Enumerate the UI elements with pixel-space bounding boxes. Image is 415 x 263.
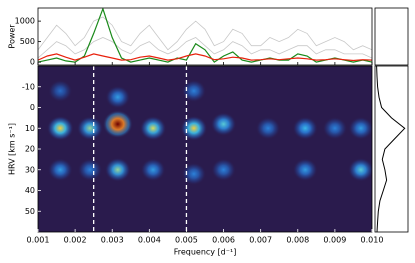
x-tick-label: 0.005	[175, 236, 198, 245]
profile-line	[376, 65, 406, 233]
heat-blob	[348, 116, 372, 140]
heat-blob	[46, 115, 74, 141]
heat-blob	[139, 116, 167, 141]
x-tick-label: 0.007	[249, 236, 272, 245]
y-tick-label: -10	[22, 82, 35, 91]
heat-blob	[105, 85, 131, 109]
x-tick-label: 0.003	[101, 236, 124, 245]
empty-panel	[374, 7, 409, 66]
heat-blob	[76, 116, 103, 141]
heat-blob	[48, 79, 73, 102]
y-tick-label: 10	[25, 124, 35, 133]
heat-blob	[180, 115, 208, 141]
heat-blob	[140, 158, 166, 182]
x-tick-label: 0.008	[286, 236, 309, 245]
heat-blob	[102, 110, 133, 139]
heat-blob	[181, 79, 207, 103]
power-line	[38, 37, 372, 59]
heat-blob	[348, 157, 372, 182]
x-tick-label: 0.004	[138, 236, 161, 245]
heat-blob	[181, 162, 207, 186]
x-tick-label: 0.006	[212, 236, 235, 245]
x-tick-label: 0.001	[27, 236, 50, 245]
power-line	[38, 16, 372, 51]
heat-blob	[322, 117, 348, 140]
heat-blob	[292, 116, 318, 140]
y-tick-label: 50	[25, 207, 35, 216]
y-tick-label: 0	[30, 103, 35, 112]
heat-blob	[211, 158, 236, 181]
y-tick-label: 0	[30, 58, 35, 67]
panel-frame	[374, 65, 409, 233]
y-tick-label: 30	[25, 165, 35, 174]
x-tick-label: 0.010	[361, 236, 384, 245]
x-tick-label: 0.009	[323, 236, 346, 245]
heat-blob	[210, 112, 237, 136]
power-line	[38, 8, 372, 63]
y-axis-label: Power	[8, 24, 17, 49]
heat-blob	[292, 158, 318, 182]
x-axis-label: Frequency [d⁻¹]	[174, 248, 237, 257]
y-tick-label: 1000	[15, 17, 35, 26]
y-axis-label: HRV [km s⁻¹]	[8, 123, 17, 175]
panel-frame	[37, 7, 373, 66]
heat-blob	[104, 157, 131, 182]
heat-blob	[47, 158, 73, 182]
y-tick-label: 500	[20, 37, 35, 46]
heat-blob	[77, 158, 103, 181]
y-tick-label: 40	[25, 186, 35, 195]
heat-blob	[255, 117, 281, 140]
x-tick-label: 0.002	[64, 236, 87, 245]
power-line	[38, 53, 372, 62]
y-tick-label: 20	[25, 145, 35, 154]
